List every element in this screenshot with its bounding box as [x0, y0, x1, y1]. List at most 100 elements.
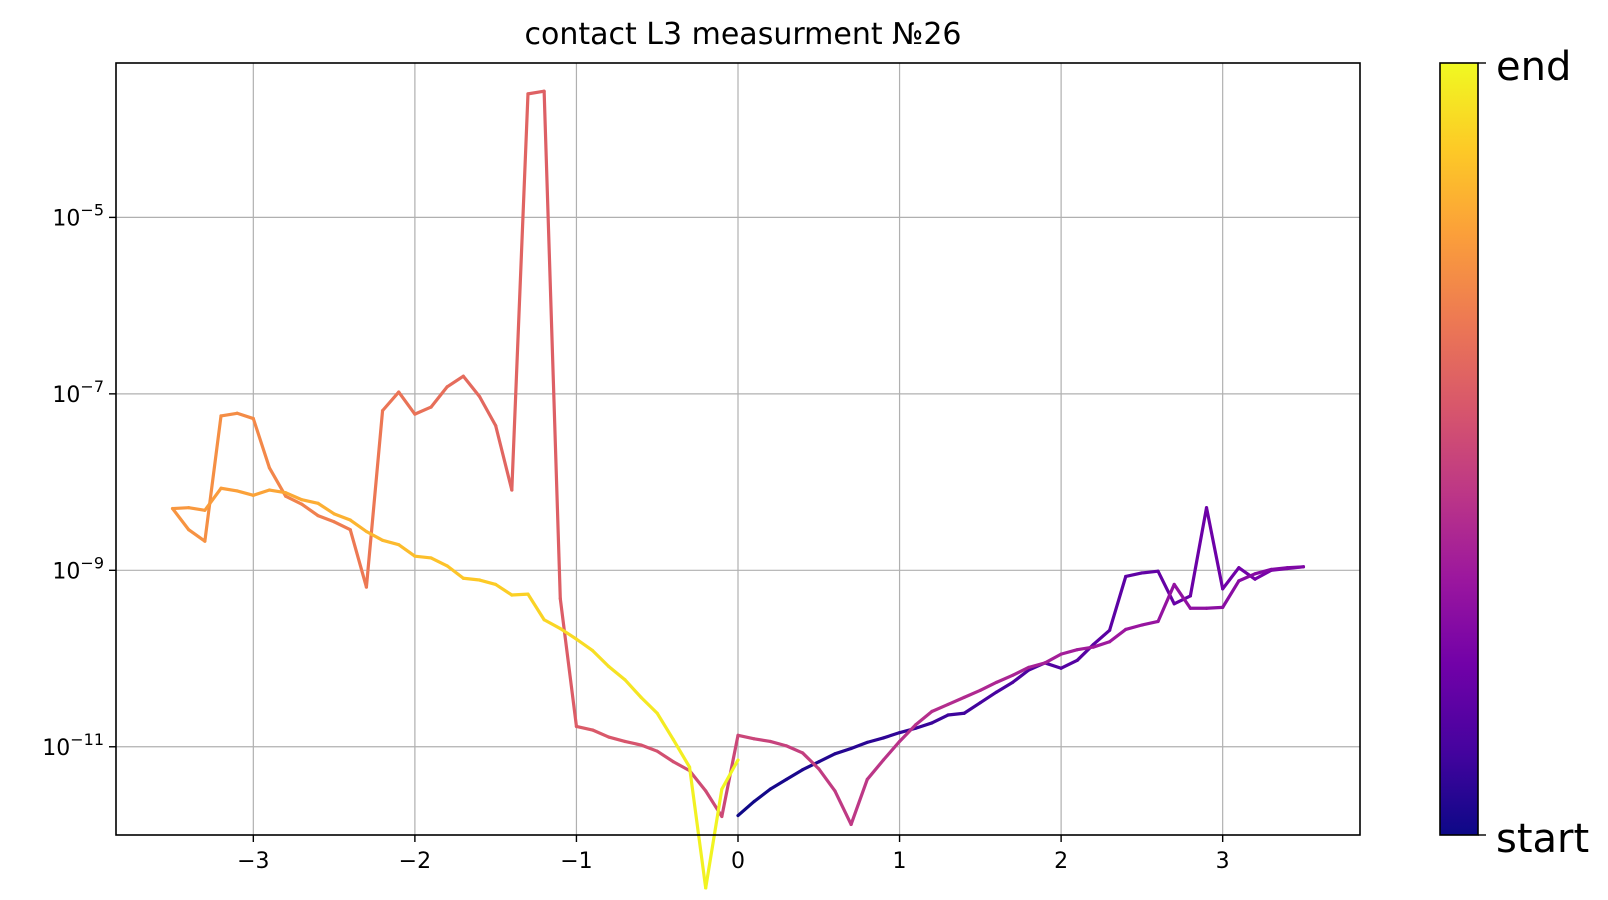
series-segment	[461, 576, 482, 582]
x-tick-label: 3	[1216, 849, 1230, 874]
series-segment	[1091, 628, 1112, 647]
series-segment	[284, 494, 304, 506]
y-tick-label: 10−5	[52, 200, 104, 231]
series-segment	[1172, 582, 1192, 610]
series-segment	[1221, 579, 1241, 609]
series-segment	[865, 758, 886, 782]
y-axis-ticks: 10−510−710−910−11	[42, 200, 116, 761]
series-segment	[235, 489, 255, 497]
colorbar	[1439, 62, 1479, 836]
y-tick-label: 10−7	[52, 377, 104, 408]
series-segment	[946, 711, 966, 717]
y-tick-label: 10−11	[42, 730, 104, 761]
series-segment	[332, 512, 352, 522]
series-segment	[267, 488, 288, 495]
series-segment	[1011, 665, 1031, 677]
series-segment	[1237, 572, 1257, 583]
series-segment	[1253, 567, 1273, 576]
series-segment	[219, 486, 239, 493]
series-segment	[752, 737, 772, 744]
series-segment	[316, 501, 336, 516]
series-segment	[1237, 566, 1257, 581]
series-segment	[542, 618, 562, 631]
y-tick-label-exponent: −9	[80, 553, 104, 572]
series-segment	[510, 92, 530, 492]
series-segment	[865, 736, 886, 744]
series-segment	[558, 596, 579, 729]
series-segment	[962, 688, 982, 699]
x-axis-ticks: −3 −2 −1 0 1 2 3	[237, 835, 1230, 874]
series-segment	[300, 502, 320, 518]
colorbar-label-start: start	[1496, 816, 1589, 862]
y-tick-label-exponent: −11	[70, 730, 104, 749]
series-segment	[978, 690, 999, 705]
series-segment	[526, 89, 546, 96]
series-segment	[881, 739, 902, 762]
series-segment	[978, 680, 999, 692]
series-segment	[607, 664, 627, 682]
series-segment	[397, 543, 417, 558]
series-segment	[801, 760, 821, 772]
series-segment	[542, 89, 562, 601]
series-segment	[429, 556, 449, 568]
x-tick-label: 0	[731, 849, 745, 874]
series-segment	[574, 724, 595, 732]
series-segment	[461, 374, 482, 399]
series-segment	[768, 777, 789, 791]
series-segment	[1124, 571, 1144, 579]
series-segment	[671, 760, 692, 773]
series-segment	[655, 749, 675, 764]
series-segment	[1027, 661, 1047, 669]
series-segment	[930, 702, 950, 714]
series-segment	[704, 787, 724, 890]
series-segment	[914, 709, 934, 727]
series-segment	[203, 486, 223, 512]
series-segment	[316, 514, 336, 524]
grid-lines	[116, 63, 1360, 835]
series-segment	[671, 738, 692, 769]
series-segment	[413, 554, 433, 560]
series-segment	[962, 701, 982, 715]
series-segment	[817, 767, 837, 793]
series-segment	[833, 789, 853, 827]
series-segment	[1059, 658, 1079, 670]
series-segment	[639, 743, 659, 753]
series-segment	[348, 528, 369, 589]
x-tick-label: −3	[237, 849, 269, 874]
series-segment	[187, 506, 207, 512]
series-segment	[914, 721, 934, 730]
series-segment	[1204, 605, 1225, 610]
series-segment	[817, 752, 837, 764]
series-segment	[558, 626, 579, 641]
series-segment	[946, 695, 966, 707]
series-segment	[1188, 506, 1209, 598]
series-segment	[251, 488, 272, 497]
series-segment	[1140, 569, 1160, 575]
x-tick-label: −2	[399, 849, 431, 874]
series-segment	[1285, 565, 1306, 570]
x-tick-label: 1	[893, 849, 907, 874]
series-segment	[607, 735, 627, 744]
x-tick-label: −1	[560, 849, 592, 874]
series-segment	[720, 758, 740, 791]
series-segment	[655, 711, 675, 742]
series-segment	[687, 765, 708, 890]
series-segment	[1156, 582, 1176, 624]
series-segment	[1221, 566, 1241, 591]
series-segment	[348, 518, 369, 534]
series-segment	[494, 424, 514, 492]
series-segment	[364, 529, 385, 542]
series-segment	[623, 678, 643, 699]
series-segment	[1107, 627, 1128, 644]
series-segment	[849, 777, 869, 827]
series-segment	[413, 405, 433, 416]
x-tick-label: 2	[1054, 849, 1068, 874]
series-segment	[170, 506, 191, 532]
series-segment	[477, 394, 498, 428]
series-segment	[768, 739, 789, 748]
series-segment	[364, 409, 385, 589]
series-segment	[510, 592, 530, 597]
series-segment	[752, 787, 772, 804]
series-segment	[930, 713, 950, 725]
